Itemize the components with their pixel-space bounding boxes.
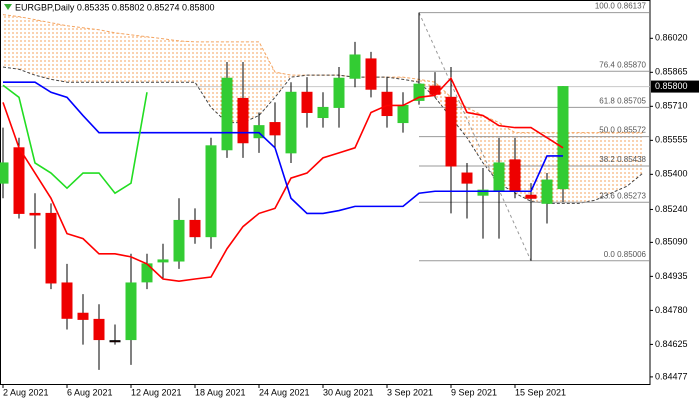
candle-body [365,58,377,90]
candle-body [509,159,521,192]
candle-body [253,125,265,139]
candle-body [397,104,409,124]
x-tick-label: 30 Aug 2021 [323,387,374,397]
fib-label: 76.4 0.85870 [599,60,646,69]
candle-body [221,77,233,151]
x-tick-label: 24 Aug 2021 [259,387,310,397]
x-tick-label: 18 Aug 2021 [195,387,246,397]
y-tick-label: 0.86020 [655,33,688,43]
candle-body [189,219,201,238]
candle-body [381,91,393,117]
x-tick-label: 2 Aug 2021 [3,387,49,397]
y-tick-label: 0.85400 [655,169,688,179]
y-tick-label: 0.84477 [655,371,688,381]
candle-body [541,179,553,204]
candle-body [445,96,457,167]
title-icon [4,4,12,10]
cloud-fill [3,14,643,204]
fib-label: 61.8 0.85705 [599,97,646,106]
fib-label: 38.2 0.85438 [599,155,646,164]
y-tick-label: 0.85555 [655,135,688,145]
candle-body [493,162,505,192]
indicator-line [3,81,563,215]
y-tick-label: 0.84625 [655,339,688,349]
x-tick-label: 9 Sep 2021 [451,387,497,397]
candle-body [125,282,137,341]
candle-body [173,219,185,262]
candle-body [93,318,105,341]
candle-body [477,189,489,196]
candle-body [45,212,57,284]
y-tick-label: 0.85710 [655,101,688,111]
chart-title: EURGBP,Daily 0.85335 0.85802 0.85274 0.8… [15,2,215,12]
candle-body [461,172,473,184]
y-tick-label: 0.85090 [655,237,688,247]
y-tick-label: 0.84935 [655,271,688,281]
candle-body [205,145,217,238]
x-tick-label: 15 Sep 2021 [515,387,566,397]
candle-body [525,194,537,199]
y-tick-label: 0.85865 [655,67,688,77]
candle-body [413,83,425,101]
indicator-line [2,84,148,195]
candle-body [0,162,9,184]
y-tick-label: 0.84780 [655,305,688,315]
candle-body [61,282,73,319]
y-tick-label: 0.85240 [655,204,688,214]
x-tick-label: 6 Aug 2021 [67,387,113,397]
candle-body [429,85,441,95]
candle-body [237,97,249,144]
cloud-span-b [2,66,644,204]
x-tick-label: 12 Aug 2021 [131,387,182,397]
candle-body [285,91,297,154]
fib-label: 0.0 0.85006 [604,250,647,259]
candle-body [157,259,169,263]
x-tick-label: 3 Sep 2021 [387,387,433,397]
fib-label: 100.0 0.86137 [595,2,647,11]
candle-body [269,122,281,136]
indicator-line [2,76,564,283]
fib-label: 23.6 0.85273 [599,191,646,200]
candle-body [109,340,121,343]
candle-body [317,106,329,119]
candle-body [557,86,569,190]
candle-body [77,312,89,320]
candle-body [29,212,41,216]
candle-body [13,147,25,214]
last-price-box [651,80,699,93]
fib-label: 50.0 0.85572 [599,126,646,135]
last-price-label: 0.85800 [655,81,688,91]
candle-body [349,54,361,79]
candle-body [333,77,345,108]
candle-body [301,91,313,113]
